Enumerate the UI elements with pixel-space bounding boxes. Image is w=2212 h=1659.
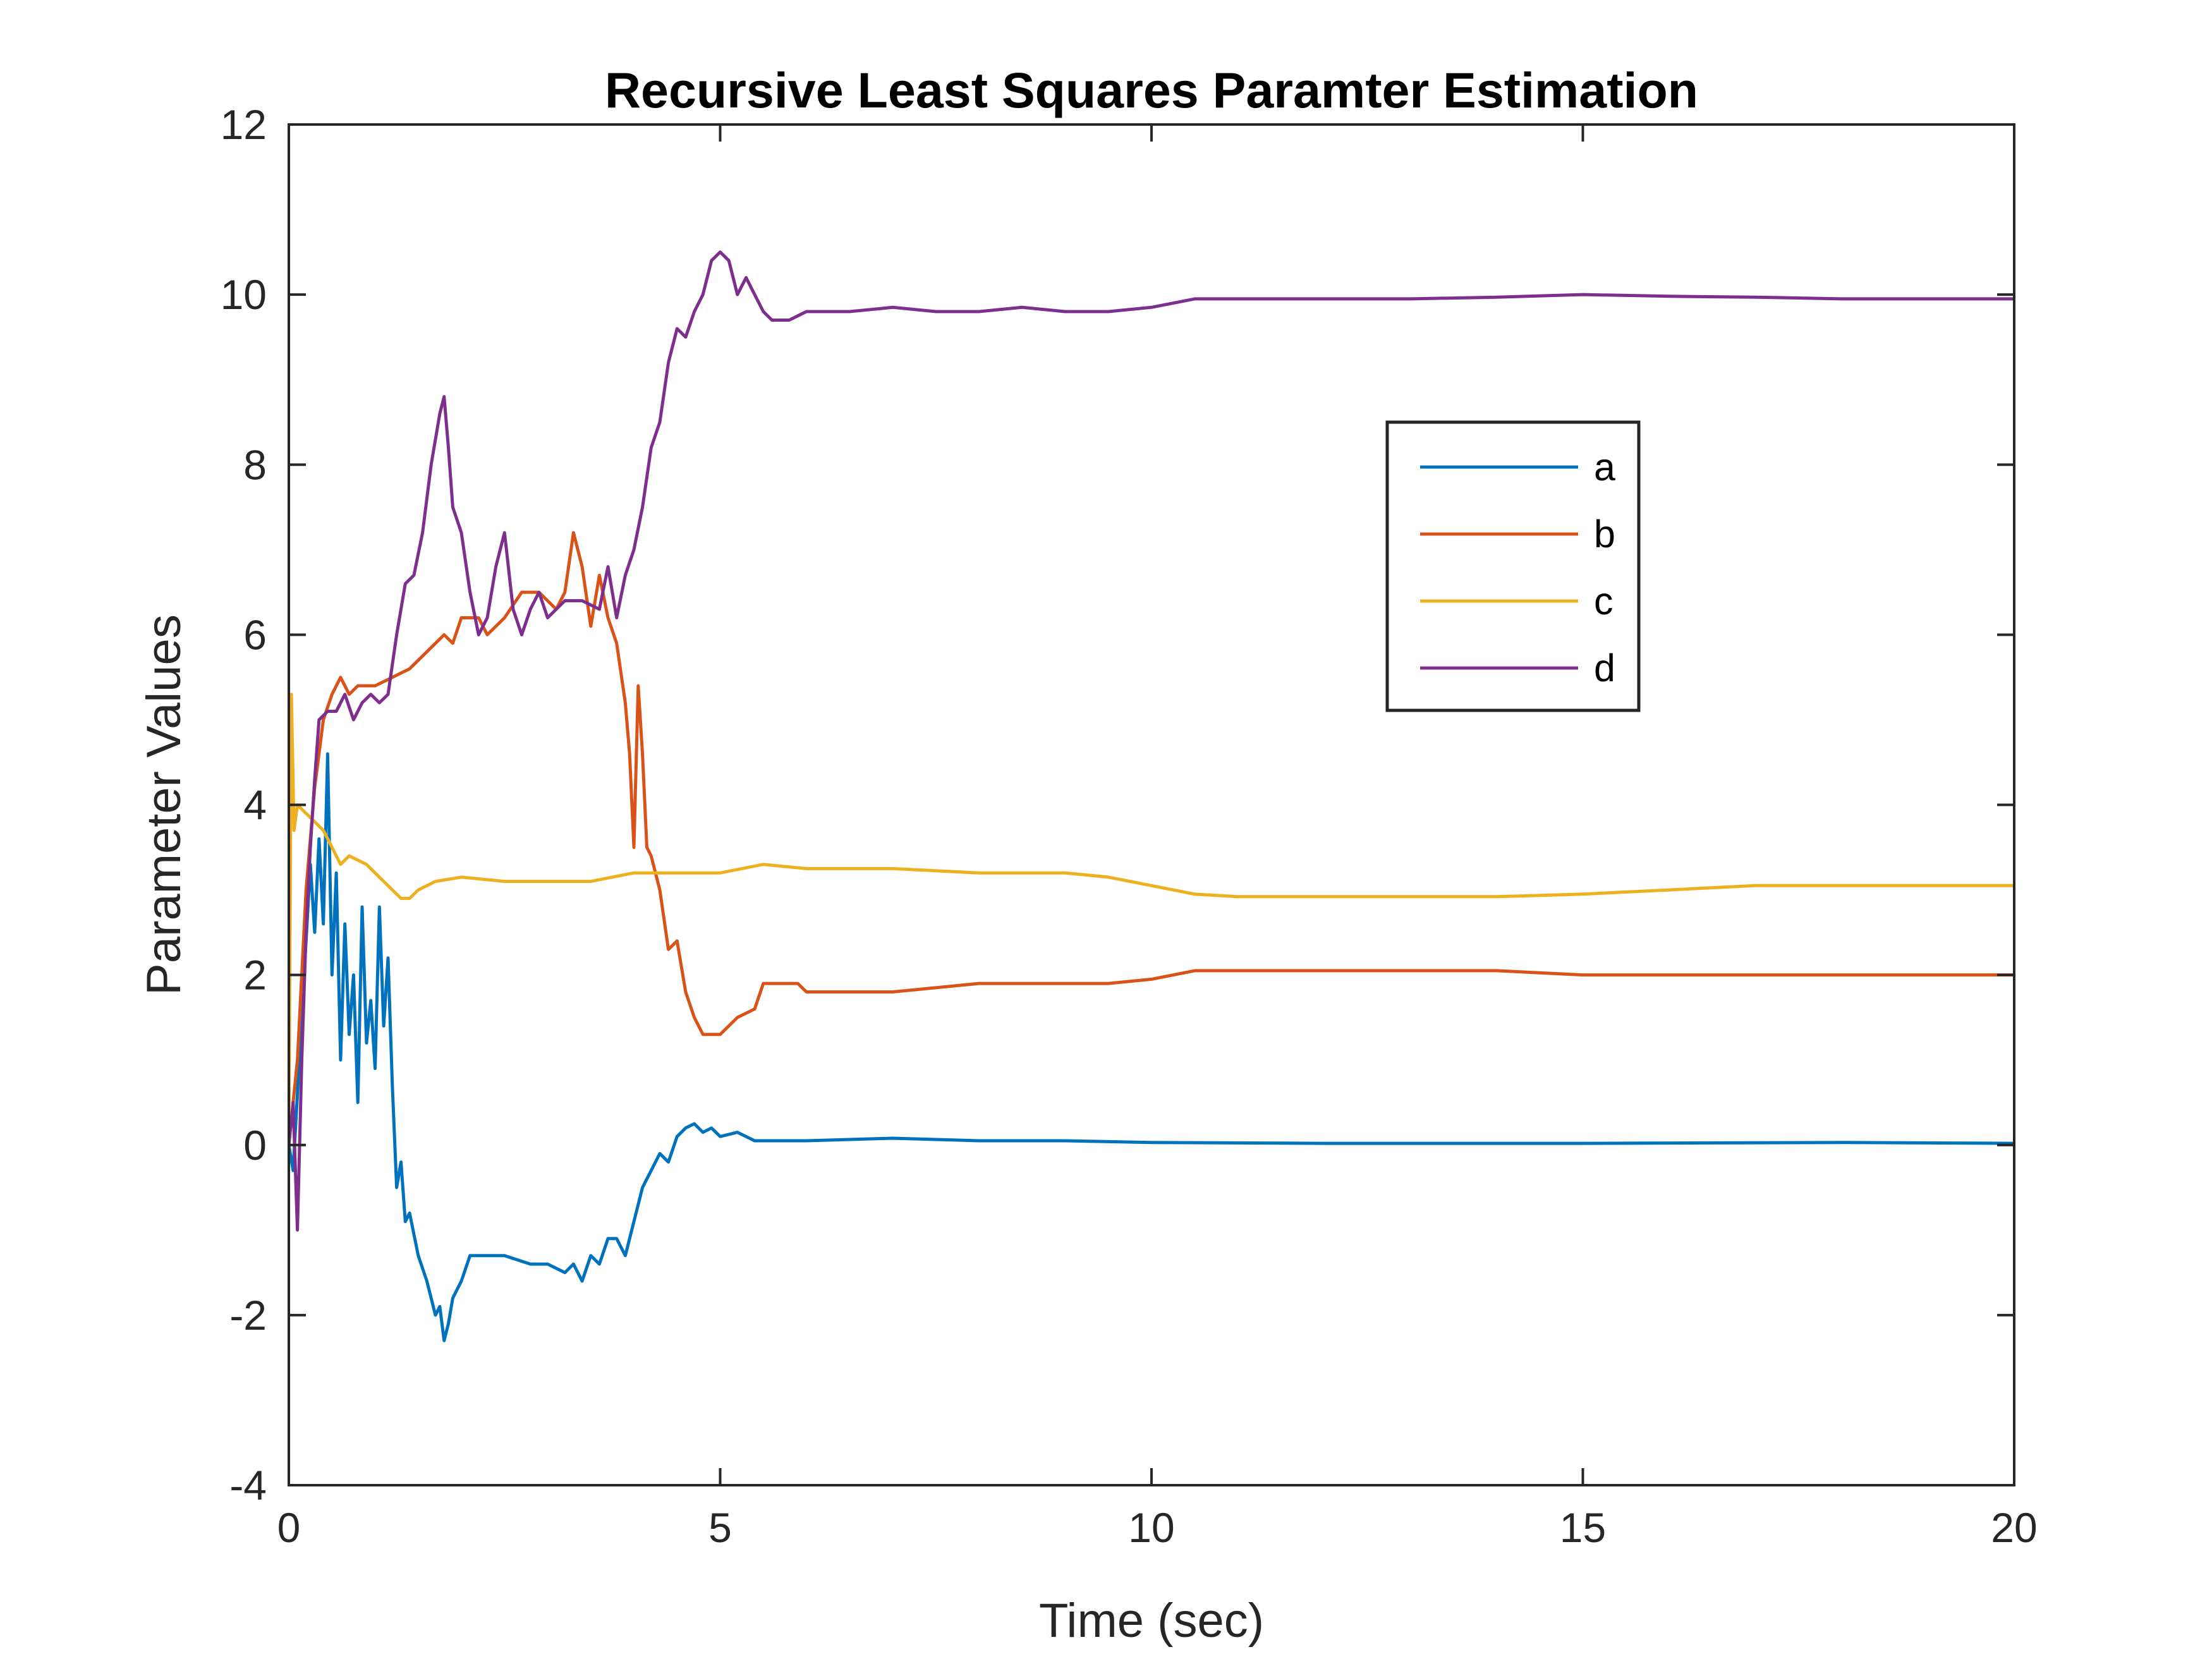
y-tick-label: 6 — [243, 611, 267, 658]
x-tick-label: 15 — [1560, 1504, 1606, 1551]
series-line-d — [289, 250, 2014, 1232]
legend-label-c: c — [1594, 580, 1613, 623]
plot-area — [289, 250, 2014, 1342]
series-line-a — [289, 752, 2014, 1342]
y-axis-label: Parameter Values — [137, 614, 191, 995]
y-tick-label: 12 — [221, 101, 267, 148]
y-tick-label: -2 — [229, 1292, 267, 1339]
series-line-b — [289, 531, 2014, 1146]
x-tick-label: 20 — [1991, 1504, 2037, 1551]
x-tick-label: 5 — [708, 1504, 732, 1551]
x-tick-label: 10 — [1128, 1504, 1174, 1551]
y-tick-label: 8 — [243, 441, 267, 488]
y-tick-label: 0 — [243, 1122, 267, 1169]
legend-label-a: a — [1594, 446, 1615, 489]
chart-title: Recursive Least Squares Paramter Estimat… — [605, 62, 1698, 118]
legend-label-b: b — [1594, 513, 1615, 556]
y-tick-label: 10 — [221, 271, 267, 318]
legend-label-d: d — [1594, 647, 1615, 690]
x-axis-label: Time (sec) — [1039, 1594, 1264, 1648]
y-tick-label: -4 — [229, 1462, 267, 1509]
axes: 0 5 10 15 20 -4 -2 0 2 4 6 8 10 12 — [221, 101, 2038, 1551]
y-tick-label: 4 — [243, 782, 267, 829]
x-tick-label: 0 — [277, 1504, 301, 1551]
y-tick-label: 2 — [243, 952, 267, 999]
legend-box — [1385, 420, 1641, 712]
series-group — [289, 250, 2014, 1342]
series-line-c — [289, 693, 2014, 1145]
